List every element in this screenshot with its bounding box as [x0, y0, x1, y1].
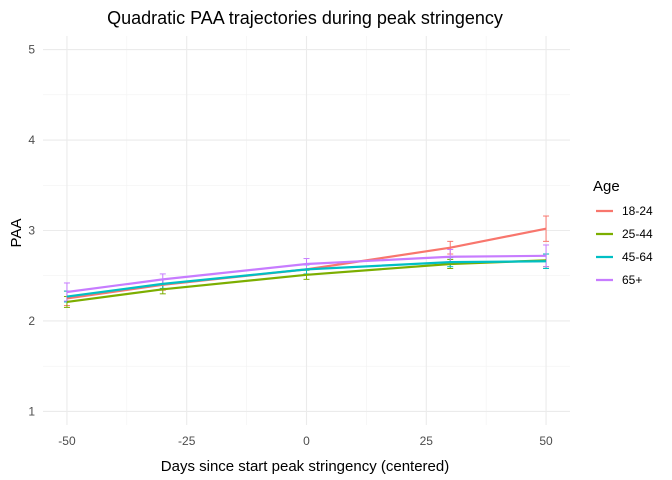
x-tick-label: 0: [303, 434, 310, 448]
legend-label: 18-24: [622, 204, 653, 218]
legend-label: 25-44: [622, 227, 653, 241]
legend-label: 45-64: [622, 250, 653, 264]
legend-item: 65+: [596, 273, 642, 287]
x-tick-label: 50: [539, 434, 553, 448]
y-axis-title: PAA: [8, 219, 25, 248]
legend-item: 45-64: [596, 250, 653, 264]
series-lines: [66, 227, 547, 304]
legend: Age 18-24 25-44 45-64 65+: [593, 178, 653, 287]
y-tick-label: 4: [28, 133, 35, 147]
x-axis-ticks: -50 -25 0 25 50: [58, 434, 553, 448]
series-line-45-64: [66, 260, 547, 298]
y-tick-label: 5: [28, 43, 35, 57]
series-line-65+: [66, 254, 547, 294]
x-tick-label: -25: [178, 434, 196, 448]
legend-item: 25-44: [596, 227, 653, 241]
legend-item: 18-24: [596, 204, 653, 218]
y-tick-label: 3: [28, 224, 35, 238]
chart-title: Quadratic PAA trajectories during peak s…: [107, 8, 503, 28]
y-tick-label: 2: [28, 314, 35, 328]
legend-title: Age: [593, 178, 620, 195]
grid: [43, 36, 570, 425]
y-tick-label: 1: [28, 404, 35, 418]
x-tick-label: 25: [420, 434, 434, 448]
x-axis-title: Days since start peak stringency (center…: [161, 458, 449, 475]
legend-label: 65+: [622, 273, 642, 287]
y-axis-ticks: 1 2 3 4 5: [28, 43, 35, 419]
x-tick-label: -50: [58, 434, 76, 448]
